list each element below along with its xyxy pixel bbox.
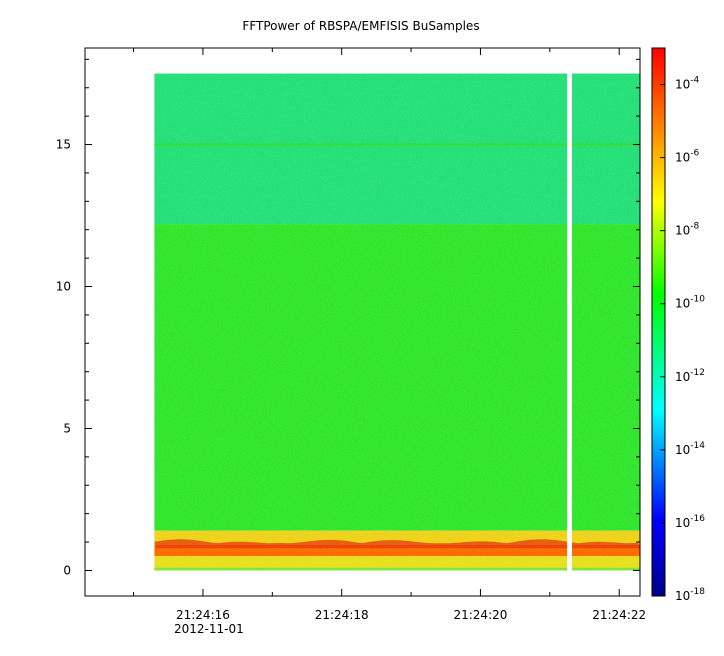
data-gap bbox=[567, 72, 573, 572]
colorbar-tick-label: 10-10 bbox=[675, 295, 705, 311]
colorbar-tick-label: 10-6 bbox=[675, 149, 700, 165]
spectrogram-noise bbox=[154, 73, 640, 571]
y-tick-label: 10 bbox=[56, 280, 71, 294]
x-tick-label: 21:24:20 bbox=[453, 608, 507, 622]
x-tick-label: 21:24:16 bbox=[176, 608, 230, 622]
x-axis-date-label: 2012-11-01 bbox=[174, 622, 244, 636]
y-tick-label: 5 bbox=[63, 421, 71, 435]
y-tick-label: 15 bbox=[56, 138, 71, 152]
x-axis: 21:24:16 21:24:18 21:24:20 21:24:22 bbox=[133, 48, 646, 622]
colorbar-tick-label: 10-12 bbox=[675, 368, 705, 384]
colorbar-tick-label: 10-18 bbox=[675, 587, 705, 603]
y-tick-label: 0 bbox=[63, 563, 71, 577]
colorbar: 10-4 10-6 10-8 10-10 10-12 10-14 10-16 10-18 bbox=[651, 47, 705, 603]
x-tick-label: 21:24:22 bbox=[592, 608, 646, 622]
colorbar-tick-label: 10-8 bbox=[675, 222, 700, 238]
spectrogram-emission-feature bbox=[154, 539, 640, 549]
colorbar-tick-label: 10-14 bbox=[675, 441, 705, 457]
colorbar-gradient bbox=[652, 48, 665, 596]
plot-area bbox=[84, 47, 641, 597]
y-axis: 0 5 10 15 bbox=[56, 58, 640, 577]
colorbar-frame bbox=[651, 47, 666, 597]
colorbar-tick-label: 10-4 bbox=[675, 76, 700, 92]
x-tick-label: 21:24:18 bbox=[315, 608, 369, 622]
colorbar-tick-label: 10-16 bbox=[675, 514, 705, 530]
chart-title: FFTPower of RBSPA/EMFISIS BuSamples bbox=[242, 19, 479, 33]
plot-frame bbox=[84, 47, 641, 597]
